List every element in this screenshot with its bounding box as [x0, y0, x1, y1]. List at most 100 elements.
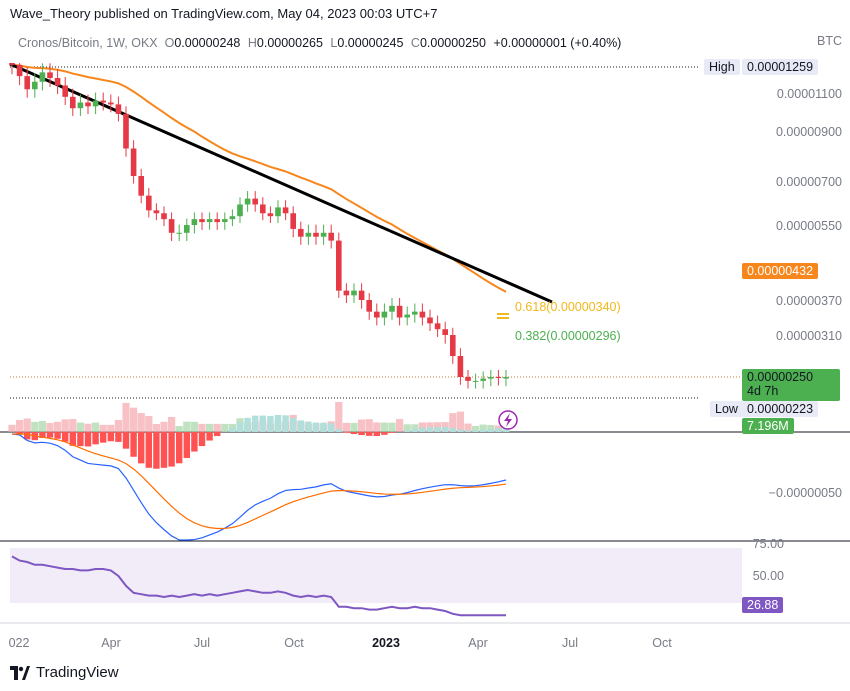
candles	[9, 63, 509, 389]
macd-histogram-bar	[487, 429, 494, 432]
candle	[161, 213, 167, 220]
macd-histogram-bar	[183, 432, 190, 458]
candle	[47, 72, 53, 78]
volume-bar	[38, 421, 46, 432]
macd-histogram-bar	[244, 417, 251, 432]
volume-bar	[373, 422, 381, 432]
macd-histogram-bar	[480, 429, 487, 432]
macd-histogram-bar	[426, 427, 434, 432]
time-label: Jul	[194, 636, 210, 650]
macd-histogram-bar	[358, 432, 365, 436]
volume-bar	[130, 407, 138, 432]
macd-histogram-bar	[419, 427, 426, 432]
candle	[503, 377, 509, 379]
volume-bar	[99, 424, 107, 432]
volume-bar	[411, 424, 419, 432]
candle	[32, 81, 38, 90]
candle	[153, 210, 160, 214]
volume-bar	[114, 419, 122, 432]
macd-histogram-bar	[259, 415, 266, 432]
candle	[381, 311, 388, 318]
candle	[130, 148, 137, 176]
price-tick: 0.00000900	[775, 125, 842, 139]
macd-histogram-bar	[77, 432, 84, 447]
macd-histogram-bar	[449, 427, 456, 432]
volume-bar	[350, 422, 358, 432]
macd-histogram-bar	[502, 427, 510, 432]
candle	[9, 63, 15, 65]
candle	[70, 96, 76, 109]
macd-line	[11, 433, 507, 541]
candle	[404, 314, 410, 318]
macd-histogram-bar	[236, 422, 244, 432]
time-label: Jul	[562, 636, 578, 650]
low-tag-value: 0.00000223	[742, 401, 819, 417]
candle	[450, 335, 456, 356]
volume-bar	[122, 402, 130, 432]
candle	[442, 329, 448, 335]
volume-bar	[160, 421, 168, 432]
candle	[472, 380, 479, 382]
macd-histogram-bar	[434, 426, 441, 432]
volume-bar	[190, 421, 198, 432]
candle	[16, 64, 23, 77]
volume-bar	[206, 423, 214, 432]
volume-bar	[107, 424, 115, 432]
rsi-value-tag: 26.88	[742, 597, 784, 613]
macd-histogram-bar	[39, 432, 46, 438]
candle	[480, 378, 486, 381]
candle	[123, 113, 129, 149]
bar-countdown: 4d 7h	[747, 384, 779, 398]
candle	[138, 176, 144, 196]
volume-bar	[358, 419, 366, 432]
volume-bar	[76, 422, 84, 432]
volume-bar	[388, 422, 396, 432]
macd-histogram-bar	[305, 421, 312, 432]
macd-histogram-bar	[122, 432, 130, 449]
candle	[260, 204, 266, 214]
candle	[237, 204, 243, 217]
macd-histogram-bar	[214, 432, 221, 437]
macd-histogram-bar	[176, 432, 183, 464]
signal-line	[12, 433, 507, 530]
candle	[62, 85, 68, 97]
rsi-line	[11, 555, 506, 617]
price-tick: 0.00000550	[775, 219, 842, 233]
macd-histogram-bar	[373, 432, 380, 437]
macd-histogram-bar	[54, 432, 61, 439]
candle	[488, 377, 494, 379]
time-label: Apr	[101, 636, 121, 650]
candle	[457, 356, 464, 377]
volume-bar	[396, 418, 404, 432]
macd-histogram-bar	[191, 432, 198, 452]
macd-histogram-bar	[282, 415, 289, 432]
macd-histogram-bar	[229, 427, 236, 432]
candle	[184, 225, 190, 233]
macd-histogram-bar	[100, 432, 107, 443]
candle	[419, 311, 426, 318]
lightning-icon[interactable]	[498, 410, 518, 430]
symbol-name[interactable]: Cronos/Bitcoin, 1W, OKX	[18, 36, 158, 50]
volume-bar	[479, 424, 487, 432]
tradingview-brand[interactable]: TradingView	[10, 664, 119, 681]
candle	[495, 377, 502, 378]
volume-bar	[8, 424, 16, 432]
macd-histogram-bar	[16, 432, 23, 435]
candle	[282, 207, 289, 214]
candle	[275, 207, 281, 217]
candle	[229, 216, 236, 220]
high-tag-label: High	[704, 59, 740, 75]
volume-bar	[92, 422, 100, 432]
candle	[77, 102, 84, 109]
rsi-tick: 75.00	[752, 537, 784, 551]
candle	[389, 305, 395, 312]
moving-average-line	[11, 63, 507, 293]
fib-618-label: 0.618(0.00000340)	[515, 300, 621, 314]
macd-histogram-bar	[320, 422, 327, 432]
trendline[interactable]	[9, 62, 553, 304]
macd-histogram-bar	[381, 432, 388, 435]
time-label-year: 2023	[372, 636, 400, 650]
close-value: 0.00000250	[419, 36, 486, 50]
macd-histogram-bar	[153, 432, 160, 469]
